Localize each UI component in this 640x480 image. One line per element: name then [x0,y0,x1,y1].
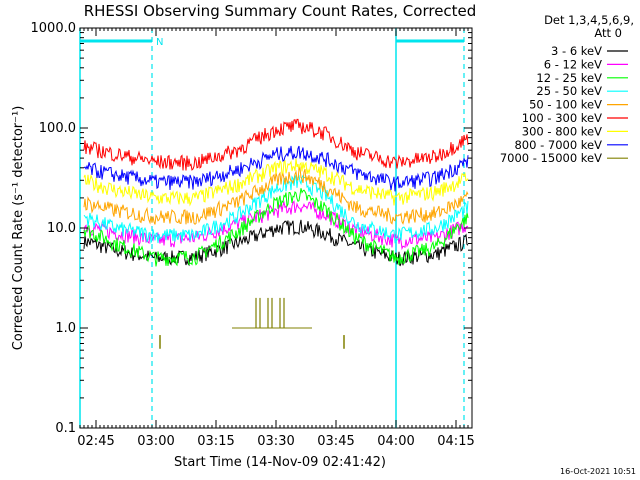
detector-info-line1: Det 1,3,4,5,6,9, [544,13,634,27]
legend-entry: 300 - 800 keV [522,124,602,138]
detector-info-line2: Att 0 [594,26,622,40]
y-tick-label: 0.1 [55,421,76,436]
series-line [83,145,469,192]
legend-entry: 7000 - 15000 keV [500,151,602,165]
y-axis-label: Corrected Count Rate (s⁻¹ detector⁻¹) [11,106,26,351]
legend-entry: 25 - 50 keV [536,84,602,98]
x-tick-label: 03:45 [317,434,354,449]
series-line [83,200,469,251]
legend-entry: 12 - 25 keV [536,71,602,85]
y-tick-label: 1000.0 [31,21,77,36]
axes: 0.1 1.0 10.0 100.0 1000.0 02:45 03:00 03:15 03:3… [31,21,475,449]
legend-entry: 3 - 6 keV [551,44,602,58]
series-line [83,219,469,267]
series-layer [83,118,469,349]
footer-timestamp: 16-Oct-2021 10:51 [560,467,636,476]
x-tick-label: 03:30 [257,434,294,449]
x-axis-label: Start Time (14-Nov-09 02:41:42) [174,455,386,470]
chart-title: RHESSI Observing Summary Count Rates, Co… [84,2,477,20]
series-line [83,188,469,267]
x-tick-label: 04:15 [437,434,474,449]
legend-entry: 50 - 100 keV [529,98,602,112]
series-line [83,174,469,245]
x-tick-label: 03:15 [197,434,234,449]
legend-entry: 800 - 7000 keV [514,138,602,152]
night-marker-label: N [156,37,163,48]
x-tick-label: 04:00 [377,434,414,449]
x-tick-label: 02:45 [77,434,114,449]
series-line [83,118,469,171]
x-tick-label: 03:00 [137,434,174,449]
y-tick-label: 100.0 [39,121,76,136]
y-tick-label: 10.0 [47,221,76,236]
y-tick-label: 1.0 [55,321,76,336]
legend-entry: 100 - 300 keV [522,111,602,125]
series-line [83,166,469,225]
legend-entry: 6 - 12 keV [544,57,602,71]
